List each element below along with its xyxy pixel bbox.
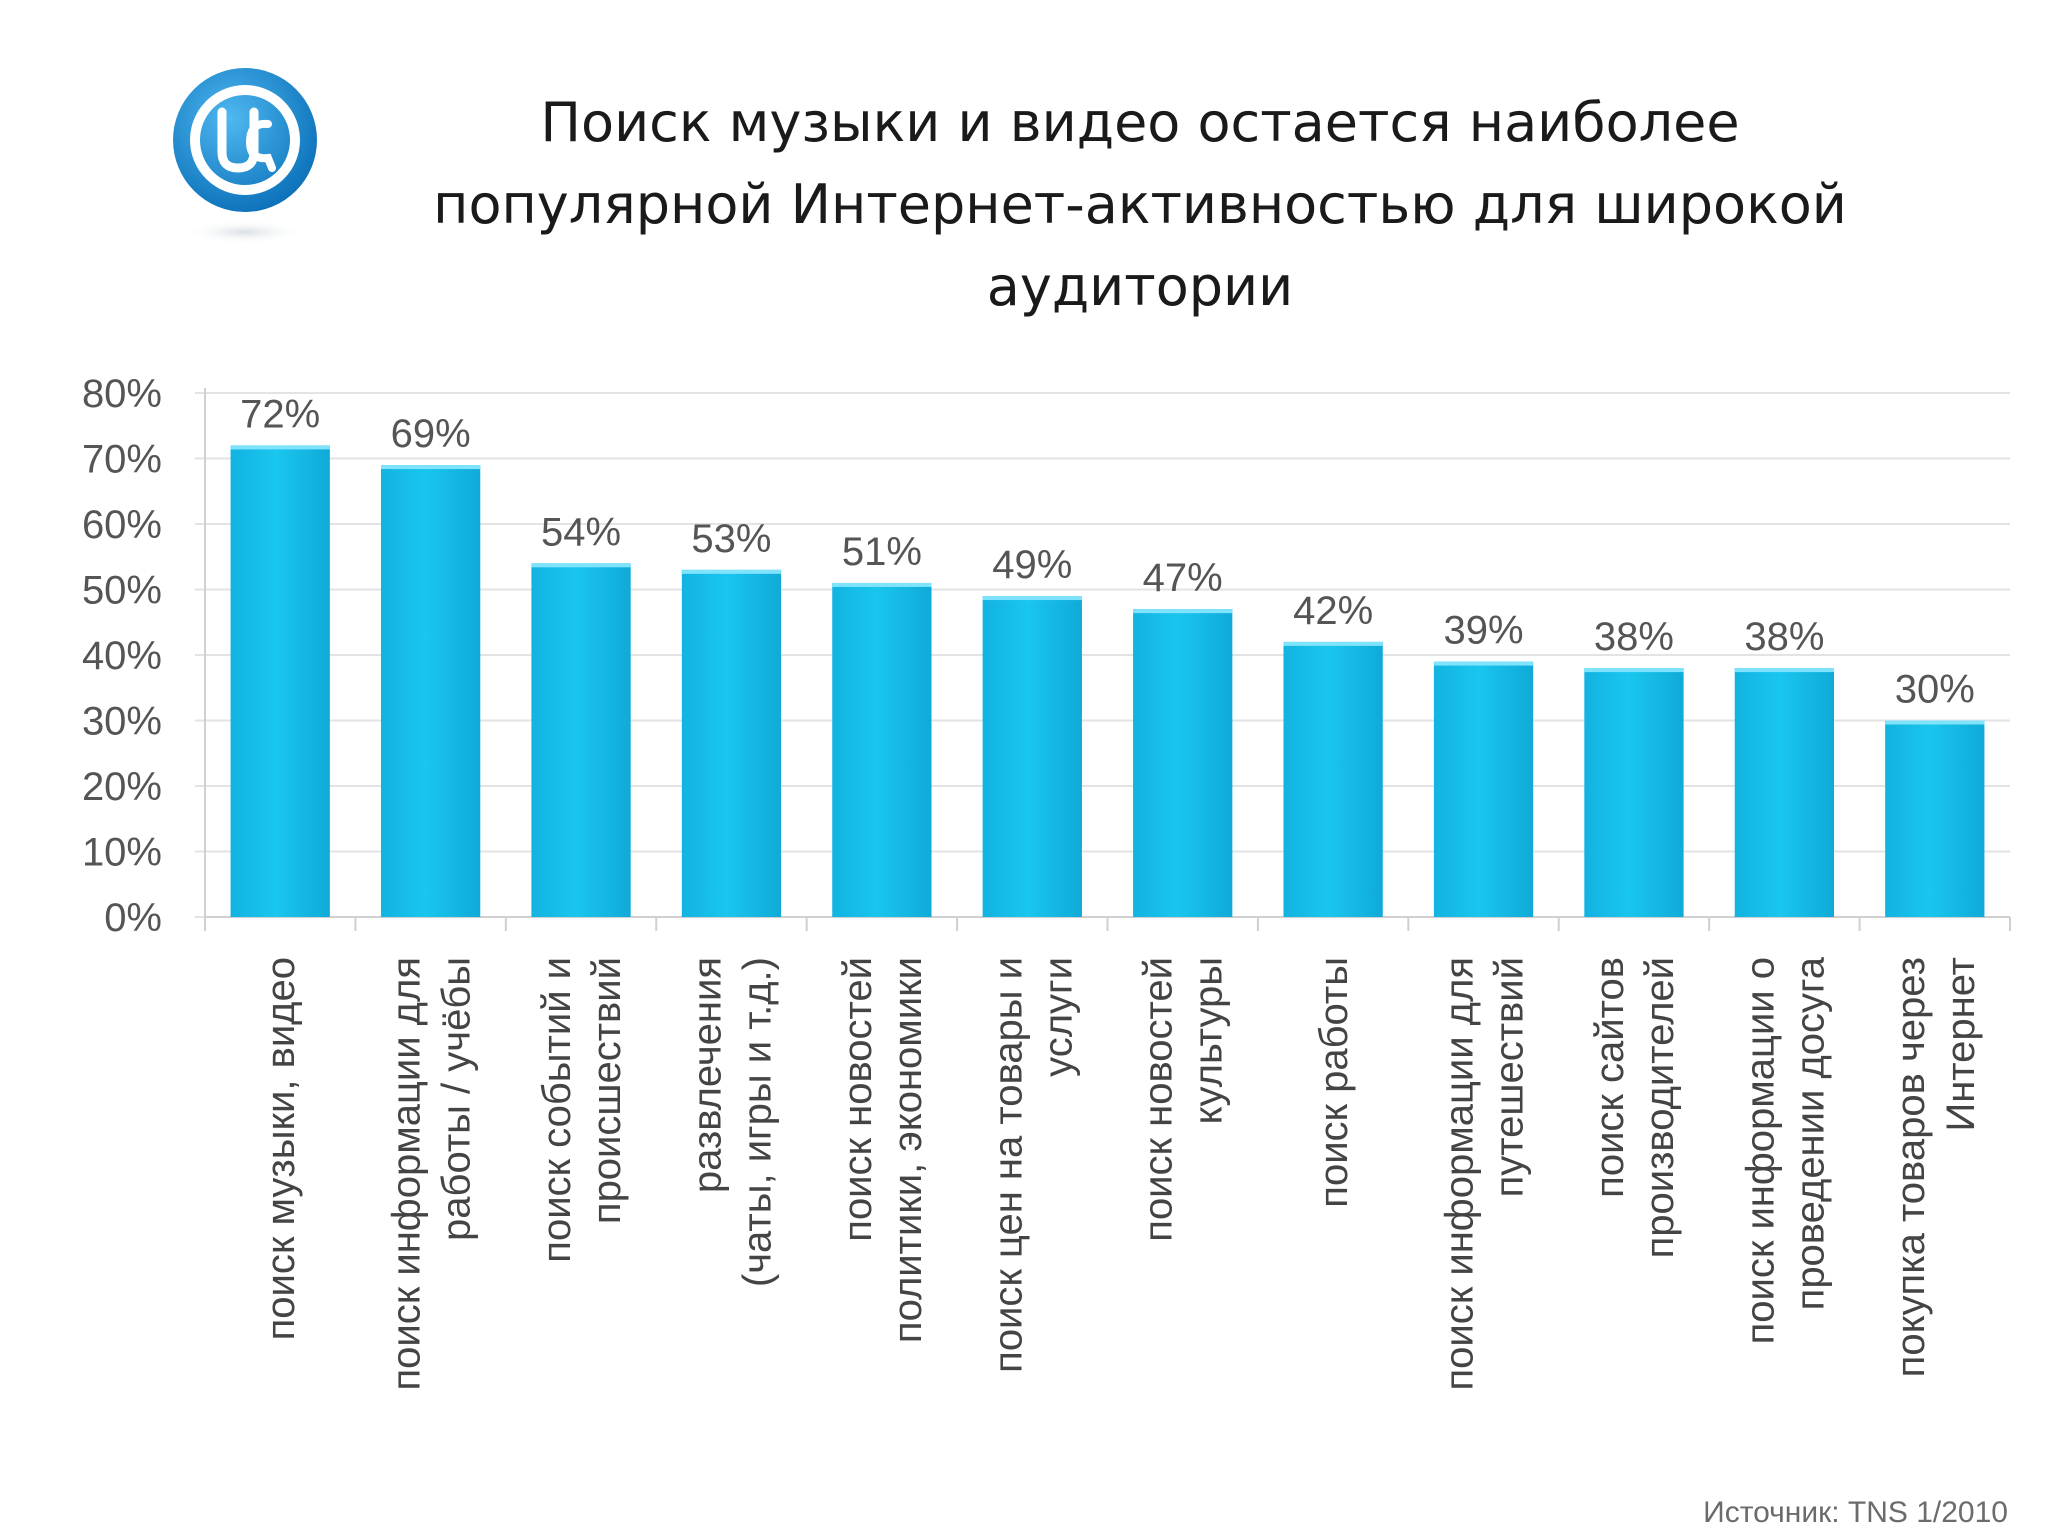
- bar-highlight: [1734, 668, 1835, 673]
- x-tick-label-line: поиск новостей: [1137, 957, 1181, 1242]
- x-tick-label-line: поиск сайтов: [1588, 957, 1632, 1198]
- bar-highlight: [531, 563, 631, 568]
- bar-highlight: [982, 596, 1082, 601]
- y-tick-label: 40%: [82, 634, 162, 678]
- x-tick-label-line: поиск событий и: [535, 957, 579, 1263]
- x-tick-label-line: поиск информации о: [1738, 957, 1782, 1344]
- source-note: Источник: TNS 1/2010: [1703, 1496, 2008, 1529]
- x-tick-label: развлечения (чаты, игры и т.д.): [685, 957, 779, 1287]
- x-tick-label-line: поиск работы: [1312, 957, 1356, 1208]
- data-label: 51%: [842, 530, 922, 574]
- x-tick-label-line: культуры: [1187, 957, 1231, 1124]
- x-tick-label-line: Интернет: [1939, 957, 1983, 1132]
- bar-highlight: [1283, 641, 1383, 646]
- x-tick-label-line: развлечения: [685, 957, 729, 1193]
- y-tick-label: 0%: [104, 896, 162, 940]
- bar: [230, 445, 330, 917]
- data-label: 38%: [1744, 615, 1824, 659]
- y-tick-label: 30%: [82, 700, 162, 744]
- x-tick-label-line: путешествий: [1488, 957, 1532, 1197]
- x-tick-label-line: работы / учёбы: [435, 957, 479, 1241]
- bar: [982, 596, 1082, 917]
- ua-at-logo-icon: [173, 68, 317, 244]
- x-tick-label-line: поиск цен на товары и: [986, 957, 1030, 1373]
- x-tick-label-line: производителей: [1638, 957, 1682, 1258]
- x-tick-label-line: услуги: [1036, 957, 1080, 1077]
- data-label: 30%: [1895, 668, 1975, 712]
- x-tick-label: поиск новостей политики, экономики: [836, 957, 930, 1343]
- data-label: 72%: [240, 392, 320, 436]
- x-tick-label: покупка товаров через Интернет: [1889, 957, 1983, 1377]
- y-tick-label: 20%: [82, 765, 162, 809]
- x-tick-label-line: политики, экономики: [886, 957, 930, 1343]
- x-tick-label: поиск событий и происшествий: [535, 957, 629, 1263]
- page-title: Поиск музыки и видео остается наиболее п…: [380, 82, 1900, 328]
- bar-highlight: [681, 569, 782, 574]
- bar-highlight: [380, 465, 481, 470]
- data-label: 38%: [1594, 615, 1674, 659]
- x-tick-label: поиск информации о проведении досуга: [1738, 956, 1832, 1344]
- x-tick-label-line: поиск информации для: [1438, 957, 1482, 1391]
- data-label: 42%: [1293, 589, 1373, 633]
- data-label: 49%: [992, 543, 1072, 587]
- bar-highlight: [230, 445, 330, 450]
- x-tick-label-line: поиск новостей: [836, 957, 880, 1242]
- bar: [1433, 661, 1534, 917]
- x-tick-label: поиск информации для работы / учёбы: [385, 957, 479, 1391]
- title-line: популярной Интернет-активностью для широ…: [433, 173, 1847, 236]
- x-tick-label: поиск сайтов производителей: [1588, 957, 1682, 1258]
- data-label: 47%: [1143, 556, 1223, 600]
- x-tick-label: поиск цен на товары и услуги: [986, 957, 1080, 1373]
- x-tick-label-line: поиск музыки, видео: [259, 957, 303, 1340]
- x-tick-label-line: происшествий: [585, 957, 629, 1224]
- data-label: 53%: [691, 517, 771, 561]
- bar: [380, 465, 481, 917]
- bar: [531, 563, 631, 917]
- y-tick-label: 10%: [82, 831, 162, 875]
- y-tick-label: 60%: [82, 503, 162, 547]
- x-tick-label: поиск новостей культуры: [1137, 957, 1231, 1242]
- bar: [1133, 609, 1233, 917]
- y-tick-label: 70%: [82, 438, 162, 482]
- x-tick-label: поиск информации для путешествий: [1438, 957, 1532, 1391]
- x-tick-label-line: поиск информации для: [385, 957, 429, 1391]
- bar-chart: 0% 10% 20% 30% 40% 50% 60% 70% 80% 72% поиск музык…: [82, 372, 2011, 1391]
- x-tick-label-line: покупка товаров через: [1889, 957, 1933, 1377]
- bar: [1283, 641, 1383, 917]
- y-tick-label: 50%: [82, 569, 162, 613]
- x-tick-label: поиск музыки, видео: [259, 957, 303, 1340]
- logo: [160, 60, 330, 250]
- x-tick-label: поиск работы: [1312, 957, 1356, 1208]
- bar: [832, 582, 932, 917]
- bar-highlight: [832, 582, 932, 587]
- x-tick-label-line: (чаты, игры и т.д.): [735, 957, 779, 1287]
- x-tick-label-line: проведении досуга: [1788, 956, 1832, 1310]
- bar-highlight: [1885, 720, 1985, 725]
- bar: [1584, 668, 1684, 917]
- data-label: 54%: [541, 510, 621, 554]
- y-tick-label: 80%: [82, 372, 162, 416]
- title-line: Поиск музыки и видео остается наиболее: [540, 91, 1740, 154]
- bar: [681, 569, 782, 917]
- bar-highlight: [1584, 668, 1684, 673]
- data-label: 39%: [1444, 609, 1524, 653]
- title-line: аудитории: [986, 255, 1294, 318]
- bar-highlight: [1133, 609, 1233, 614]
- bar-highlight: [1433, 661, 1534, 666]
- bar: [1885, 720, 1985, 917]
- bar: [1734, 668, 1835, 917]
- data-label: 69%: [391, 412, 471, 456]
